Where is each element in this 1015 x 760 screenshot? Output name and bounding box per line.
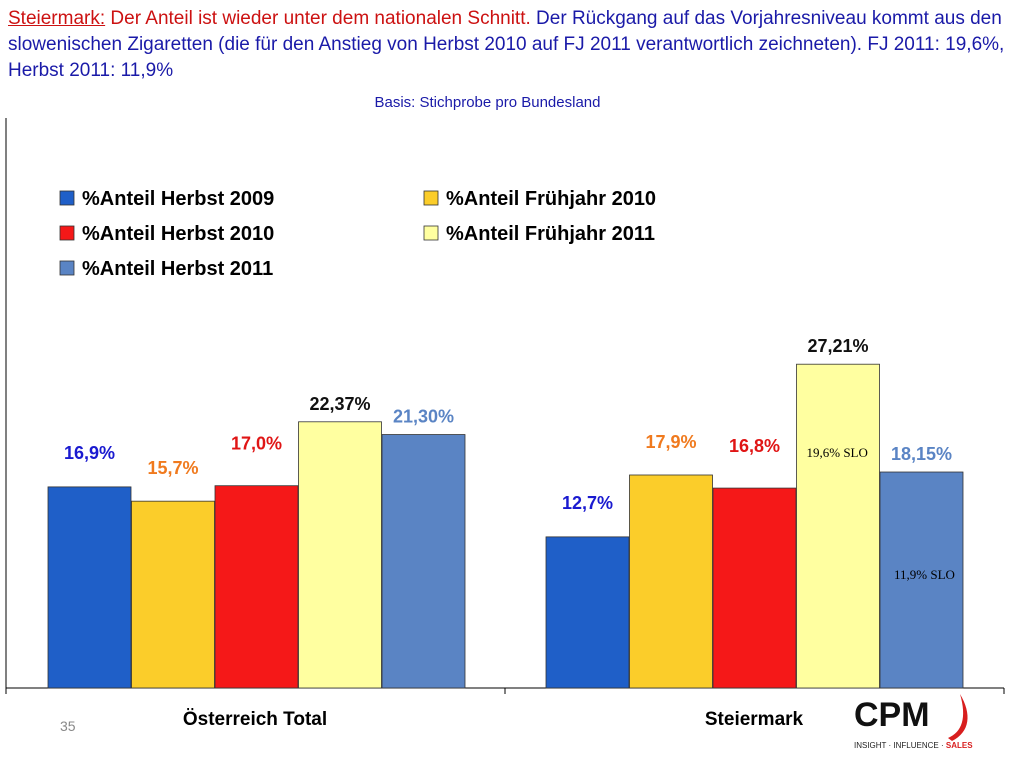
data-label-anteil-herbst-2011-steiermark: 18,15% (891, 444, 952, 464)
data-label-anteil-herbst-2009-osterreich-total: 16,9% (64, 443, 115, 463)
legend-label-anteil-herbst-2011: %Anteil Herbst 2011 (82, 258, 273, 280)
legend-label-anteil-herbst-2009: %Anteil Herbst 2009 (82, 188, 274, 210)
annotation-19-6-slo: 19,6% SLO (807, 445, 868, 460)
basis-note: Basis: Stichprobe pro Bundesland (374, 94, 601, 111)
data-label-anteil-fruhjahr-2010-osterreich-total: 15,7% (147, 458, 198, 478)
bar-anteil-fruhjahr-2011-osterreich-total (298, 421, 382, 689)
headline-detail: Der Rückgang auf das Vorjahresniveau kom… (8, 8, 1005, 81)
logo-tagline-part1: INSIGHT · INFLUENCE · (854, 741, 946, 750)
logo-swoosh (948, 694, 968, 741)
bar-anteil-fruhjahr-2010-steiermark (629, 474, 713, 689)
bar-anteil-herbst-2011-osterreich-total (381, 434, 466, 689)
data-label-anteil-herbst-2010-osterreich-total: 17,0% (231, 434, 282, 454)
legend-swatch-anteil-fruhjahr-2011 (423, 225, 439, 241)
data-label-anteil-herbst-2009-steiermark: 12,7% (562, 493, 613, 513)
bar-anteil-herbst-2009-steiermark (545, 536, 630, 689)
bar-anteil-herbst-2011-steiermark (879, 471, 964, 689)
bar-anteil-herbst-2009-osterreich-total (47, 486, 132, 689)
cpm-logo: CPM INSIGHT · INFLUENCE · SALES (854, 694, 973, 750)
legend-swatch-anteil-herbst-2009 (59, 190, 75, 206)
bar-anteil-herbst-2010-osterreich-total (214, 485, 299, 689)
bar-anteil-herbst-2010-steiermark (712, 487, 797, 689)
x-tick-label-osterreich-total: Österreich Total (183, 709, 327, 730)
legend-label-anteil-fruhjahr-2010: %Anteil Frühjahr 2010 (446, 188, 656, 210)
headline-statement: Der Anteil ist wieder unter dem national… (105, 8, 531, 29)
legend-swatch-anteil-herbst-2011 (59, 260, 75, 276)
bar-anteil-fruhjahr-2010-osterreich-total (131, 500, 215, 689)
legend-label-anteil-herbst-2010: %Anteil Herbst 2010 (82, 223, 274, 245)
legend-swatch-anteil-herbst-2010 (59, 225, 75, 241)
data-label-anteil-fruhjahr-2011-steiermark: 27,21% (807, 336, 868, 356)
data-label-anteil-fruhjahr-2011-osterreich-total: 22,37% (309, 394, 370, 414)
slide-number: 35 (60, 718, 76, 734)
x-tick-label-steiermark: Steiermark (705, 709, 804, 730)
logo-tagline: INSIGHT · INFLUENCE · SALES (854, 741, 973, 750)
slide-headline: Steiermark: Der Anteil ist wieder unter … (8, 6, 1008, 84)
legend-swatch-anteil-fruhjahr-2010 (423, 190, 439, 206)
logo-tagline-part2: SALES (946, 741, 973, 750)
annotation-11-9-slo: 11,9% SLO (894, 567, 955, 582)
logo-name: CPM (854, 696, 930, 734)
data-label-anteil-fruhjahr-2010-steiermark: 17,9% (645, 432, 696, 452)
bar-anteil-fruhjahr-2011-steiermark (796, 363, 880, 689)
data-label-anteil-herbst-2011-osterreich-total: 21,30% (393, 407, 454, 427)
data-label-anteil-herbst-2010-steiermark: 16,8% (729, 436, 780, 456)
headline-region-label: Steiermark: (8, 8, 106, 29)
legend-label-anteil-fruhjahr-2011: %Anteil Frühjahr 2011 (446, 223, 655, 245)
